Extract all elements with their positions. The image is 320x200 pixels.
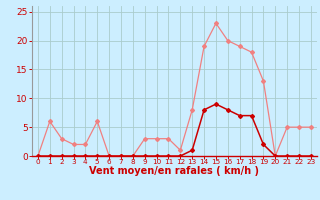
X-axis label: Vent moyen/en rafales ( km/h ): Vent moyen/en rafales ( km/h ) xyxy=(89,166,260,176)
